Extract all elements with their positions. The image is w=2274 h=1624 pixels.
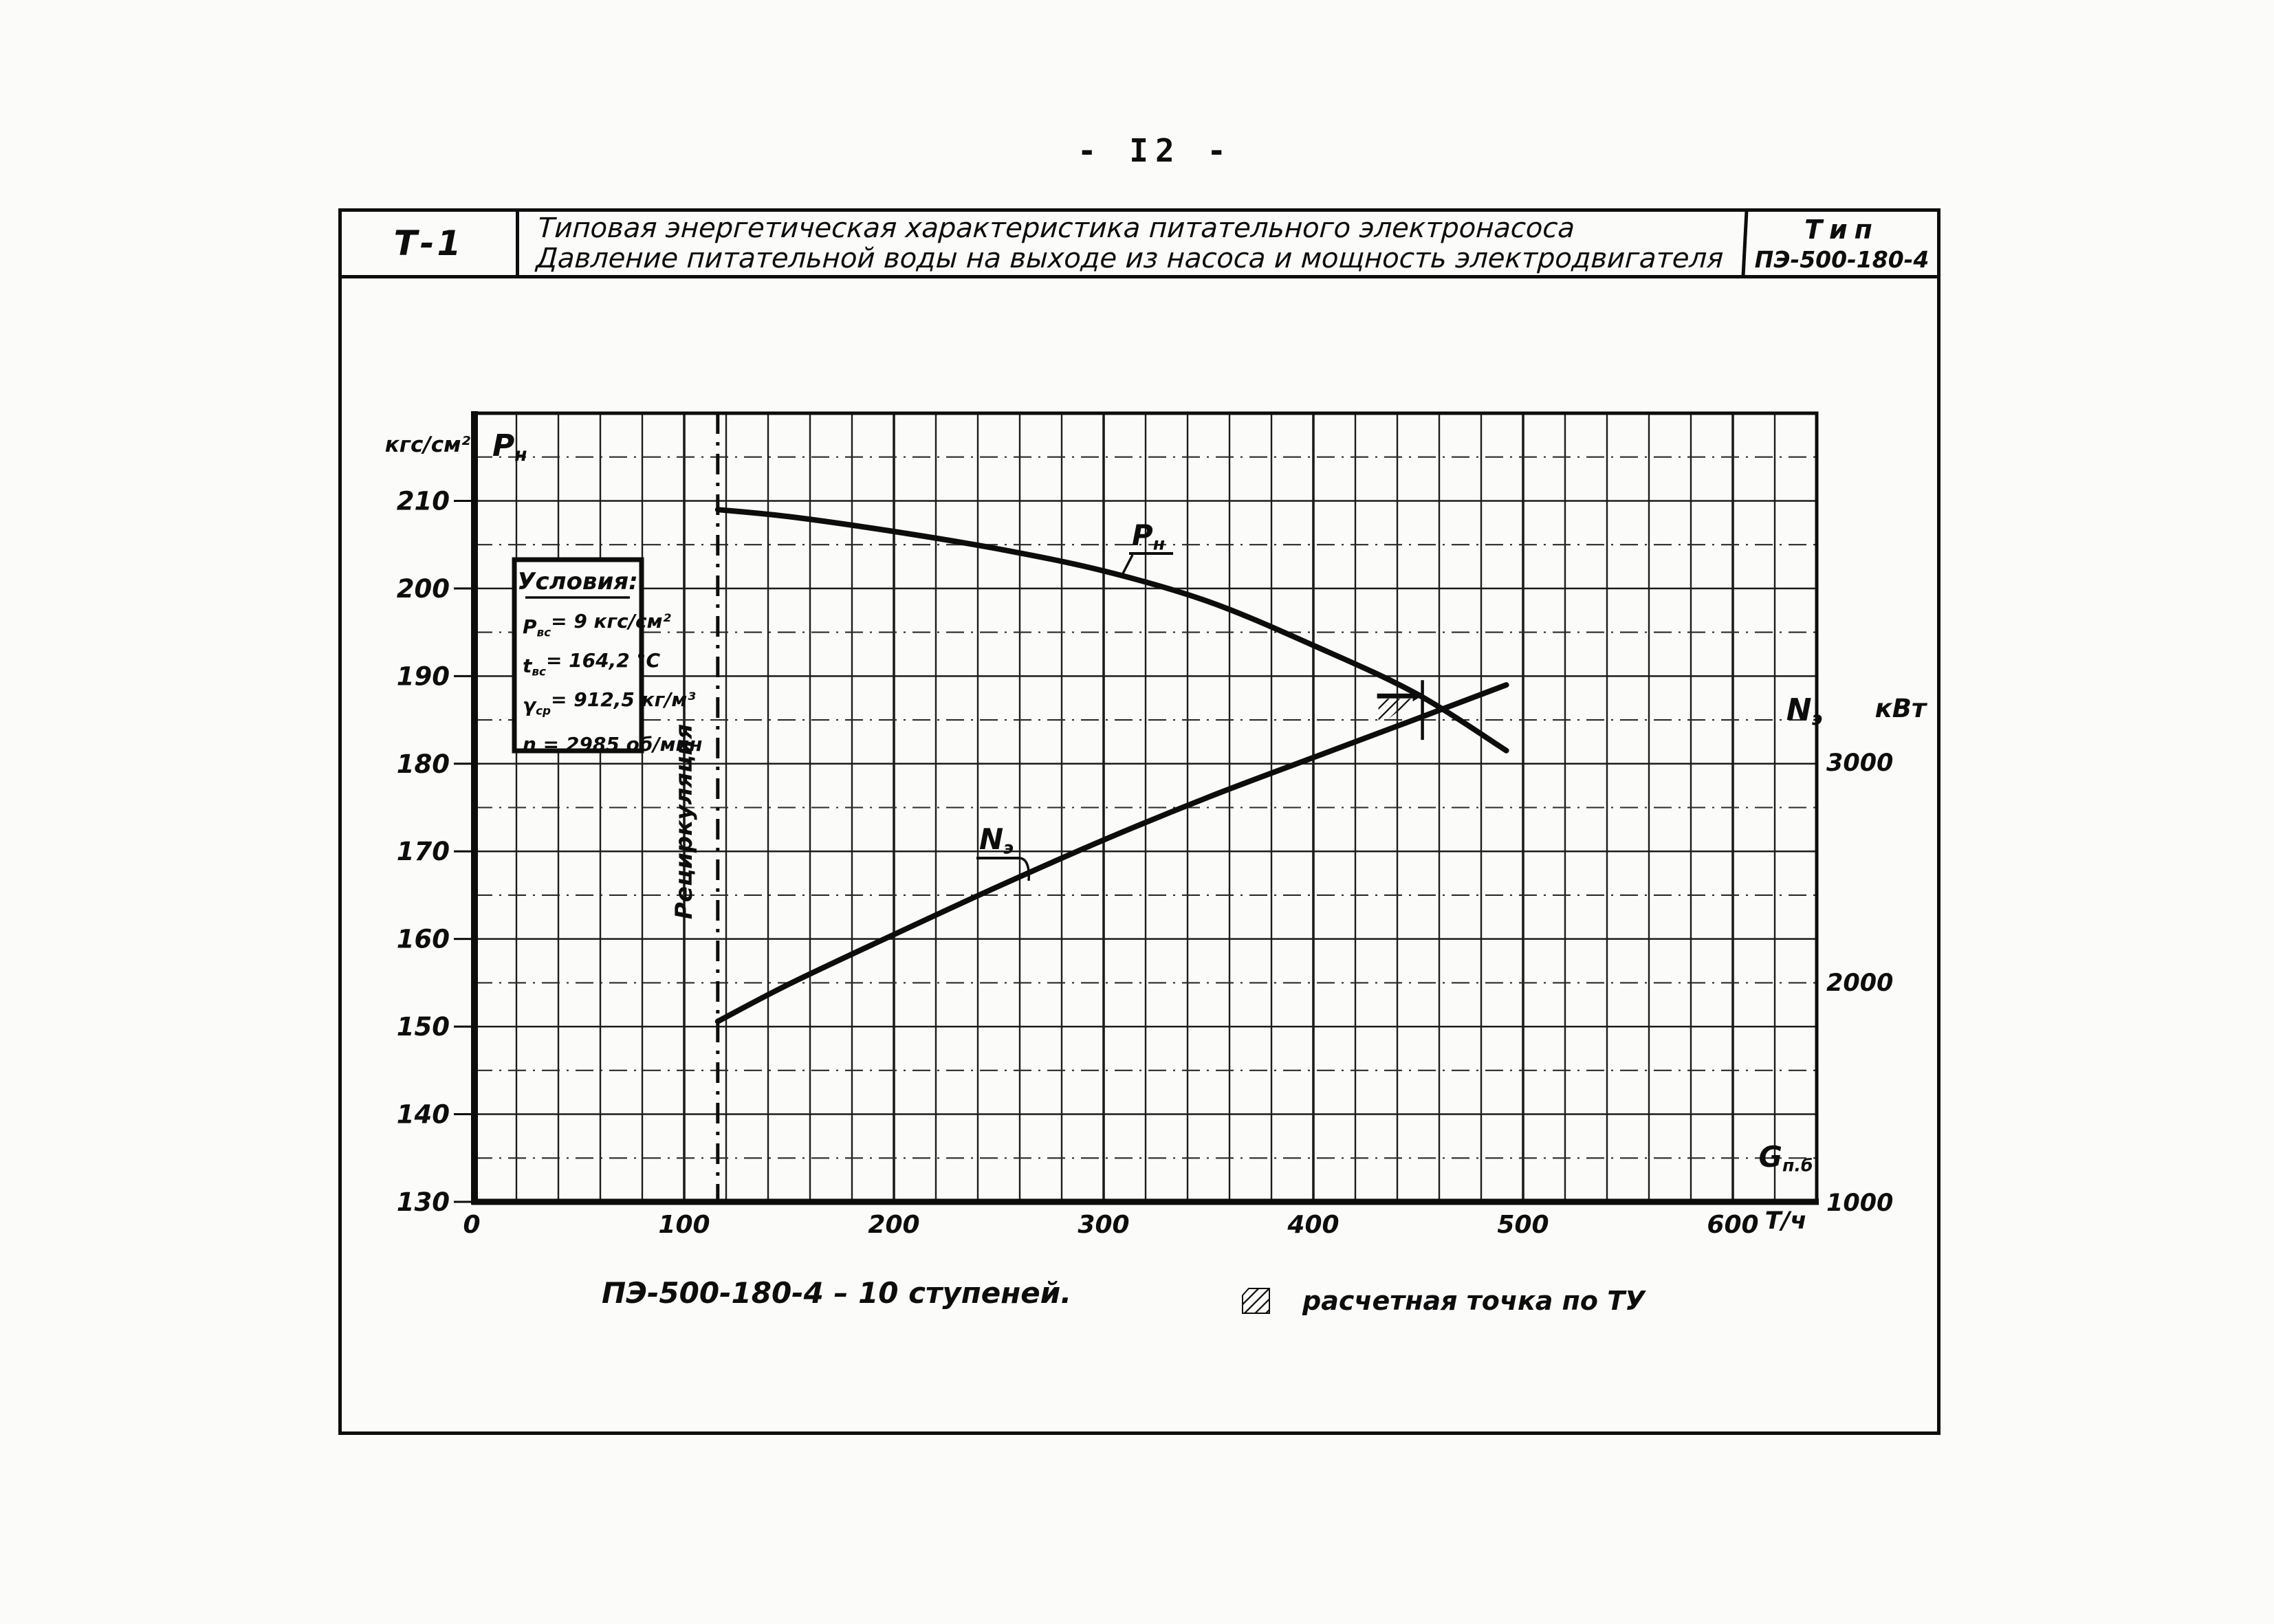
right-axis: 3000 2000 1000 Nэ кВт	[1786, 692, 1928, 1217]
x-tick-label: 400	[1287, 1211, 1339, 1239]
power-label-leader	[1020, 857, 1030, 881]
energy-characteristic-chart: 210 200 190 180 170 160 150 140 130 кгс/см² Рн 0 100…	[385, 411, 1928, 1316]
left-tick-label: 160	[397, 925, 450, 954]
left-axis: 210 200 190 180 170 160 150 140 130 кгс/см² Рн	[385, 428, 527, 1217]
pump-type-cell: Тип ПЭ-500-180-4	[1747, 212, 1937, 275]
power-curve	[714, 682, 1509, 1024]
pressure-curve	[714, 507, 1509, 754]
x-tick-label: 500	[1497, 1211, 1549, 1239]
condition-line: γср= 912,5 кг/м³	[523, 688, 696, 718]
document-code: Т-1	[342, 212, 519, 275]
conditions-border	[512, 557, 644, 754]
x-tick-label: 600	[1707, 1211, 1758, 1239]
condition-line: n = 2985 об/мин	[523, 733, 702, 756]
left-tick-label: 150	[397, 1012, 450, 1042]
left-tick-label: 170	[397, 837, 450, 866]
left-axis-unit: кгс/см²	[385, 432, 471, 457]
type-value: ПЭ-500-180-4	[1754, 245, 1929, 273]
x-tick-label: 300	[1078, 1211, 1129, 1239]
document-frame: Т-1 Типовая энергетическая характеристик…	[338, 208, 1940, 1435]
x-tick-label: 0	[463, 1211, 480, 1239]
condition-line: Рвс= 9 кгс/см²	[523, 610, 671, 639]
power-curve-label-text: Nэ	[979, 822, 1014, 858]
title-line-1: Типовая энергетическая характеристика пи…	[536, 212, 1576, 244]
page-number: - I2 -	[1077, 132, 1234, 169]
x-tick-label: 100	[658, 1211, 710, 1239]
document-title: Типовая энергетическая характеристика пи…	[517, 212, 1749, 275]
pressure-curve-label-text: Рн	[1132, 518, 1165, 554]
legend-design-point-text: расчетная точка по ТУ	[1302, 1286, 1646, 1316]
left-tick-label: 200	[397, 574, 450, 604]
chart-grid	[474, 413, 1817, 1202]
conditions-box: Условия: Рвс= 9 кгс/см² tвс= 164,2 °С γср= …	[512, 557, 702, 756]
title-block: Т-1 Типовая энергетическая характеристик…	[342, 212, 1937, 278]
footer-annotations: ПЭ-500-180-4 – 10 ступеней. расчетная точ…	[602, 1276, 1646, 1316]
title-line-2: Давление питательной воды на выходе из н…	[535, 243, 1725, 274]
left-tick-label: 180	[397, 749, 450, 779]
x-tick-label: 200	[868, 1211, 919, 1239]
legend-design-point-symbol	[1242, 1288, 1270, 1314]
type-label: Тип	[1804, 214, 1879, 245]
right-tick-label: 3000	[1826, 749, 1893, 777]
recirculation-group: Рециркуляция	[670, 413, 720, 1202]
left-tick-label: 130	[397, 1187, 450, 1217]
left-tick-label: 140	[397, 1100, 450, 1130]
right-axis-title: Nэ	[1786, 692, 1822, 729]
x-axis-title: Gп.б	[1758, 1140, 1813, 1176]
left-axis-title: Рн	[492, 428, 527, 465]
design-point-hatch	[1378, 699, 1414, 727]
left-tick-label: 190	[397, 661, 450, 691]
right-axis-unit: кВт	[1875, 694, 1928, 723]
pump-designation-note: ПЭ-500-180-4 – 10 ступеней.	[602, 1276, 1071, 1310]
right-tick-label: 2000	[1826, 969, 1893, 997]
power-curve-label: Nэ	[976, 822, 1030, 881]
pressure-curve-label: Рн	[1121, 518, 1173, 575]
x-axis-unit: Т/ч	[1765, 1207, 1807, 1235]
design-point-arrowhead	[1412, 690, 1422, 702]
left-tick-label: 210	[397, 486, 450, 516]
right-tick-label: 1000	[1826, 1189, 1893, 1217]
condition-line: tвс= 164,2 °С	[523, 649, 660, 679]
pressure-label-leader	[1121, 554, 1134, 575]
recirculation-label: Рециркуляция	[670, 724, 698, 919]
conditions-heading: Условия:	[517, 568, 637, 595]
design-point-marker	[1377, 680, 1424, 740]
x-axis: 0 100 200 300 400 500 600 Gп.б Т/ч	[463, 1140, 1813, 1239]
